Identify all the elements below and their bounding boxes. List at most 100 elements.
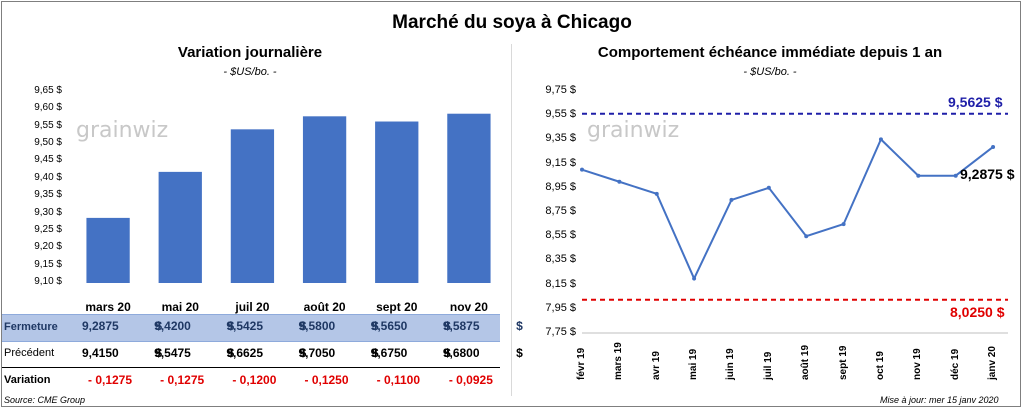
right-y-tick: 8,55 $ xyxy=(545,229,576,242)
precedent-cell-value: 9,4150 xyxy=(82,346,119,360)
bar xyxy=(86,217,130,283)
left-x-tick: août 20 xyxy=(303,300,346,314)
variation-cell: - 0,1275 xyxy=(88,373,133,387)
source-note: Source: CME Group xyxy=(4,395,86,405)
series-point xyxy=(729,197,734,202)
series-point xyxy=(841,222,846,227)
fermeture-row: Fermeture xyxy=(2,314,500,342)
right-x-tick: mai 19 xyxy=(688,348,700,380)
left-watermark: grainwiz xyxy=(76,118,169,143)
right-unit: - $US/bo. - xyxy=(743,66,797,78)
bar xyxy=(230,129,275,283)
variation-row: Variation xyxy=(2,368,500,394)
right-x-tick: oct 19 xyxy=(874,351,886,380)
precedent-cell-currency: $ xyxy=(516,346,523,360)
high-label: 9,5625 $ xyxy=(948,94,1003,110)
right-y-tick: 7,95 $ xyxy=(545,301,576,314)
right-x-tick: août 19 xyxy=(800,344,812,380)
left-y-tick: 9,30 $ xyxy=(34,206,62,218)
fermeture-cell-value: 9,5800 xyxy=(298,319,336,333)
right-x-tick: mars 19 xyxy=(613,342,625,380)
variation-cell: - 0,0925 xyxy=(448,373,493,387)
fermeture-cell-currency: $ xyxy=(227,319,235,333)
series-point xyxy=(804,234,809,239)
bar xyxy=(158,171,202,283)
left-y-tick: 9,35 $ xyxy=(34,189,62,201)
right-y-tick: 8,35 $ xyxy=(545,253,576,266)
main-title: Marché du soya à Chicago xyxy=(392,12,632,33)
right-watermark: grainwiz xyxy=(587,118,680,143)
right-y-tick: 9,15 $ xyxy=(545,156,576,169)
precedent-cell-currency: $ xyxy=(443,346,451,360)
right-x-tick: juil 19 xyxy=(762,351,774,380)
fermeture-cell-currency: $ xyxy=(443,319,451,333)
left-y-tick: 9,60 $ xyxy=(34,102,62,114)
fermeture-cell-currency: $ xyxy=(155,319,162,333)
left-y-tick: 9,65 $ xyxy=(34,85,62,96)
fermeture-cell-currency: $ xyxy=(516,319,523,333)
left-y-tick: 9,45 $ xyxy=(34,154,62,166)
fermeture-cell-value: 9,5650 xyxy=(370,319,408,333)
left-unit: - $US/bo. - xyxy=(223,66,277,78)
right-x-tick: avr 19 xyxy=(650,351,662,380)
series-point xyxy=(766,185,771,190)
left-x-tick: mars 20 xyxy=(85,300,131,314)
series-point xyxy=(617,179,622,184)
low-label: 8,0250 $ xyxy=(950,304,1005,320)
series-line xyxy=(581,137,994,281)
variation-label: Variation xyxy=(4,374,51,386)
left-x-tick: nov 20 xyxy=(449,300,488,314)
left-y-tick: 9,15 $ xyxy=(34,258,62,270)
fermeture-cell-value: 9,5425 xyxy=(226,319,264,333)
bar xyxy=(375,121,419,283)
precedent-cell-value: 9,6800 xyxy=(442,346,480,360)
precedent-label: Précédent xyxy=(4,347,55,359)
left-x-tick: juil 20 xyxy=(235,300,270,314)
left-y-tick: 9,10 $ xyxy=(34,276,62,287)
fermeture-cell-value: 9,2875 xyxy=(82,319,119,333)
left-y-tick: 9,40 $ xyxy=(34,171,62,183)
left-y-tick: 9,25 $ xyxy=(34,223,62,235)
precedent-cell-value: 9,6750 xyxy=(370,346,408,360)
precedent-cell-currency: $ xyxy=(155,346,162,360)
variation-cell: - 0,1200 xyxy=(232,373,277,387)
series-point xyxy=(878,137,883,142)
last-label: 9,2875 $ xyxy=(960,166,1015,182)
precedent-cell-value: 9,6625 xyxy=(226,346,264,360)
series-point xyxy=(580,167,584,172)
right-y-tick: 9,55 $ xyxy=(545,108,576,121)
precedent-cell-currency: $ xyxy=(299,346,307,360)
right-x-tick: sept 19 xyxy=(837,345,849,380)
fermeture-cell-value: 9,4200 xyxy=(154,319,191,333)
series-point xyxy=(916,173,921,178)
precedent-row: Précédent xyxy=(2,341,500,368)
right-x-tick: déc 19 xyxy=(949,348,961,380)
right-y-tick: 8,95 $ xyxy=(545,180,576,193)
right-x-tick: juin 19 xyxy=(725,348,737,380)
left-y-tick: 9,20 $ xyxy=(34,241,62,253)
right-x-tick: janv 20 xyxy=(987,346,999,380)
update-note: Mise à jour: mer 15 janv 2020 xyxy=(880,395,999,405)
right-subtitle: Comportement échéance immédiate depuis 1… xyxy=(597,44,943,61)
precedent-cell-currency: $ xyxy=(371,346,379,360)
right-y-tick: 8,15 $ xyxy=(545,277,576,290)
fermeture-cell-value: 9,5875 xyxy=(442,319,480,333)
right-y-tick: 8,75 $ xyxy=(545,205,576,217)
variation-cell: - 0,1100 xyxy=(376,373,421,387)
left-y-tick: 9,50 $ xyxy=(34,137,62,149)
right-y-tick: 9,35 $ xyxy=(545,132,576,145)
fermeture-cell-currency: $ xyxy=(371,319,379,333)
precedent-cell-value: 9,5475 xyxy=(154,346,191,360)
series-point xyxy=(953,173,958,178)
fermeture-cell-currency: $ xyxy=(299,319,307,333)
left-subtitle: Variation journalière xyxy=(177,44,323,61)
bar xyxy=(302,116,347,284)
left-x-tick: mai 20 xyxy=(161,300,199,314)
right-y-tick: 9,75 $ xyxy=(545,84,576,96)
precedent-cell-currency: $ xyxy=(227,346,235,360)
panel-divider xyxy=(511,44,512,396)
bar xyxy=(447,113,491,283)
left-y-tick: 9,55 $ xyxy=(34,119,62,131)
